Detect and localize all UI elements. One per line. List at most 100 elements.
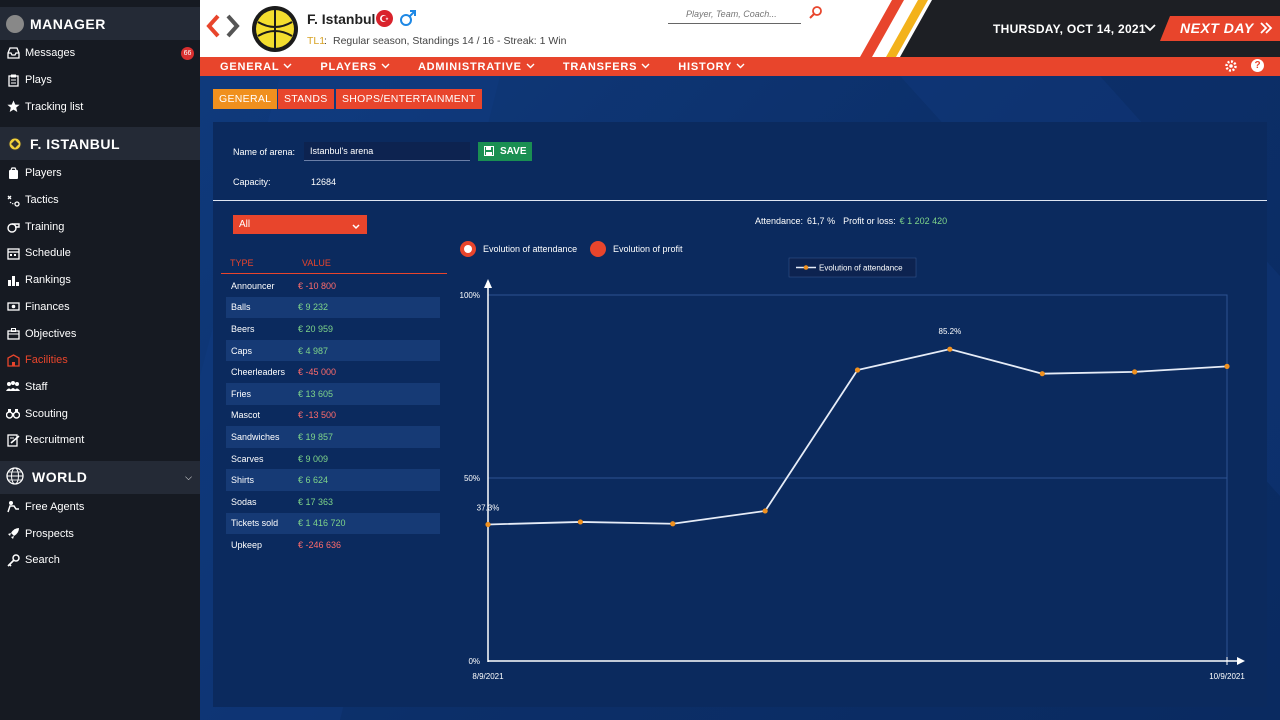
back-arrow-icon[interactable] — [206, 14, 220, 43]
players-icon — [6, 166, 20, 180]
row-value: € 9 232 — [298, 302, 329, 313]
chevron-down-icon — [526, 61, 535, 73]
sidebar-item-label: Rankings — [25, 274, 71, 287]
chevron-down-icon — [283, 61, 292, 73]
world-section[interactable]: WORLD ⌵ — [0, 460, 200, 494]
sidebar-item-label: Facilities — [25, 354, 68, 367]
search-icon[interactable] — [809, 5, 823, 24]
row-type: Balls — [231, 302, 251, 313]
sidebar-item-label: Finances — [25, 300, 70, 313]
radio-profit[interactable]: Evolution of profit — [590, 241, 683, 257]
search-box[interactable] — [668, 4, 801, 24]
sidebar-item-finances[interactable]: Finances — [0, 294, 200, 321]
row-value: € 4 987 — [298, 345, 329, 356]
sidebar-item-objectives[interactable]: Objectives — [0, 320, 200, 347]
radio-selected-icon — [460, 241, 476, 257]
header-type: TYPE — [230, 258, 254, 268]
capacity-label: Capacity: — [233, 177, 271, 187]
sidebar-item-recruitment[interactable]: Recruitment — [0, 427, 200, 454]
subtab-general[interactable]: GENERAL — [213, 89, 278, 109]
table-row: Mascot € -13 500 — [226, 405, 440, 427]
table-row: Scarves € 9 009 — [226, 448, 440, 470]
subtab-stands[interactable]: STANDS — [278, 89, 334, 109]
chevron-down-icon — [641, 61, 650, 73]
sidebar-item-label: Training — [25, 220, 65, 233]
sidebar-item-label: Scouting — [25, 407, 68, 420]
sidebar-item-free-agents[interactable]: Free Agents — [0, 494, 200, 521]
search-input[interactable] — [668, 6, 793, 19]
chevron-down-icon — [381, 61, 390, 73]
row-value: € 20 959 — [298, 323, 334, 334]
profit-label: Profit or loss: — [843, 216, 896, 226]
sidebar-item-prospects[interactable]: Prospects — [0, 520, 200, 547]
sidebar-item-tactics[interactable]: Tactics — [0, 187, 200, 214]
floppy-disk-icon — [484, 143, 494, 161]
row-type: Fries — [231, 388, 251, 399]
nav-administrative[interactable]: ADMINISTRATIVE — [418, 61, 535, 73]
table-row: Balls € 9 232 — [226, 296, 440, 319]
panel-divider — [213, 200, 1267, 201]
building-icon — [6, 353, 20, 367]
nav-label: HISTORY — [678, 60, 733, 73]
table-row: Cheerleaders € -45 000 — [226, 361, 440, 383]
sidebar-item-players[interactable]: Players — [0, 160, 200, 187]
settings-icon[interactable] — [1224, 59, 1238, 78]
row-value: € 6 624 — [298, 475, 329, 486]
date-chevron-icon[interactable] — [1143, 21, 1157, 39]
radio-attendance-label: Evolution of attendance — [483, 244, 578, 254]
save-button[interactable]: SAVE — [478, 142, 532, 161]
filter-value: All — [239, 219, 251, 230]
league-code[interactable]: TL1 — [307, 35, 326, 47]
forward-arrow-icon[interactable] — [226, 14, 240, 43]
arena-name-input[interactable] — [304, 142, 470, 161]
team-section[interactable]: F. ISTANBUL — [0, 127, 200, 161]
type-filter-select[interactable]: All — [233, 215, 367, 234]
nav-transfers[interactable]: TRANSFERS — [563, 61, 650, 73]
nav-players[interactable]: PLAYERS — [320, 61, 390, 73]
table-row: Beers € 20 959 — [226, 318, 440, 340]
help-icon[interactable]: ? — [1251, 59, 1264, 72]
sidebar-item-schedule[interactable]: Schedule — [0, 240, 200, 267]
arena-name-label: Name of arena: — [233, 147, 296, 157]
subtab-shops[interactable]: SHOPS/ENTERTAINMENT — [336, 89, 482, 109]
sidebar-item-scouting[interactable]: Scouting — [0, 400, 200, 427]
radio-attendance[interactable]: Evolution of attendance — [460, 241, 577, 257]
nav-label: PLAYERS — [320, 60, 377, 73]
chevron-down-icon[interactable]: ⌵ — [185, 471, 192, 482]
row-value: € 9 009 — [298, 453, 329, 464]
sidebar-item-tracking-list[interactable]: Tracking list — [0, 93, 200, 120]
row-value: € 13 605 — [298, 388, 334, 399]
rocket-icon — [6, 527, 20, 541]
capacity-value: 12684 — [311, 177, 337, 187]
inbox-icon — [6, 46, 20, 60]
tactics-icon — [6, 193, 20, 207]
sidebar: MANAGER Messages 66 Plays Tracking list F. … — [0, 0, 200, 720]
nav-general[interactable]: GENERAL — [220, 61, 292, 73]
sidebar-item-staff[interactable]: Staff — [0, 374, 200, 401]
sidebar-item-plays[interactable]: Plays — [0, 67, 200, 94]
next-day-button[interactable]: NEXT DAY — [1160, 16, 1280, 41]
key-icon — [6, 553, 20, 567]
table-row: Upkeep € -246 636 — [226, 534, 440, 556]
season-info: Regular season, Standings 14 / 16 - Stre… — [333, 35, 567, 47]
sidebar-item-rankings[interactable]: Rankings — [0, 267, 200, 294]
table-row: Sandwiches € 19 857 — [226, 426, 440, 448]
manager-section[interactable]: MANAGER — [0, 7, 200, 40]
row-type: Mascot — [231, 410, 261, 421]
row-value: € -246 636 — [298, 539, 342, 550]
nav-label: TRANSFERS — [562, 60, 638, 73]
double-chevron-icon — [1259, 21, 1273, 40]
row-value: € 19 857 — [298, 431, 334, 442]
sidebar-item-training[interactable]: Training — [0, 213, 200, 240]
row-type: Cheerleaders — [231, 367, 286, 378]
nav-history[interactable]: HISTORY — [678, 61, 745, 73]
manager-title: MANAGER — [30, 15, 106, 32]
world-title: WORLD — [32, 469, 88, 486]
sidebar-item-search[interactable]: Search — [0, 547, 200, 574]
briefcase-icon — [6, 327, 20, 341]
sidebar-item-facilities[interactable]: Facilities — [0, 347, 200, 374]
header-stripes — [860, 0, 1280, 57]
sidebar-item-messages[interactable]: Messages 66 — [0, 40, 200, 67]
male-gender-icon — [399, 9, 417, 32]
money-icon — [6, 300, 20, 314]
